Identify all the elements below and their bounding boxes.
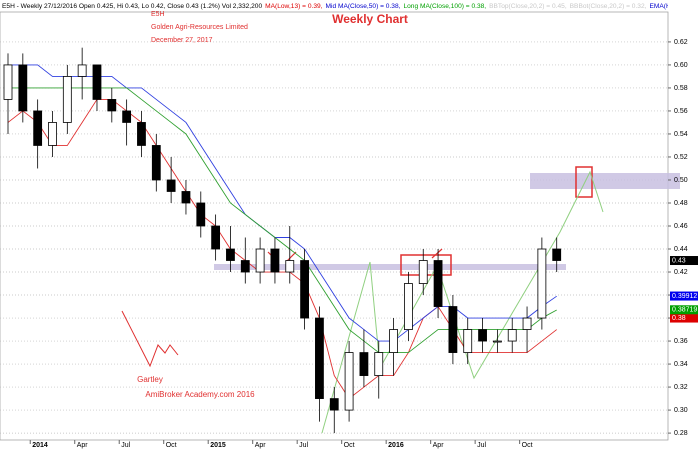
header-item: EMA(High,34) = 0.40, xyxy=(649,3,668,10)
candle-body xyxy=(107,99,117,112)
last-value-tag xyxy=(670,305,698,315)
last-value-label: 0.38 xyxy=(672,315,686,322)
candle-body xyxy=(62,76,72,123)
header-item: BBTop(Close,20,2) = 0.45, xyxy=(489,3,567,10)
arrow xyxy=(431,248,443,259)
y-tick-label: 0.36 xyxy=(674,338,688,345)
y-tick-label: 0.34 xyxy=(674,361,688,368)
last-value-label: 0.39912 xyxy=(672,293,697,300)
candle-body xyxy=(77,64,87,77)
header-item: BBBot(Close,20,2) = 0.32, xyxy=(569,3,647,10)
y-tick-label: 0.44 xyxy=(674,246,688,253)
candle-body xyxy=(389,329,398,353)
last-value-label: 0.43 xyxy=(672,257,686,264)
y-tick-label: 0.62 xyxy=(674,39,688,46)
candle-body xyxy=(137,122,146,146)
last-value-label: 0.38719 xyxy=(672,307,697,314)
y-tick-label: 0.54 xyxy=(674,131,688,138)
pattern-line xyxy=(321,170,604,434)
last-value-tag xyxy=(670,313,698,323)
x-tick-label: Apr xyxy=(433,442,445,449)
candle-body xyxy=(463,329,473,353)
candle-body xyxy=(255,248,265,273)
gartley-sketch xyxy=(121,310,179,368)
last-value-tag xyxy=(670,256,698,266)
x-tick-label: Jul xyxy=(299,442,308,449)
candle-body xyxy=(344,352,354,411)
candle-body xyxy=(522,317,532,330)
y-tick-label: 0.30 xyxy=(674,407,688,414)
x-tick-label: Apr xyxy=(77,442,89,449)
y-tick-label: 0.48 xyxy=(674,200,688,207)
header-item: E5H - Weekly 27/12/2016 Open 0.425, Hi 0… xyxy=(2,3,263,10)
candle-body xyxy=(226,248,235,261)
candle-body xyxy=(448,306,458,353)
candle-body xyxy=(537,248,547,319)
y-tick-label: 0.56 xyxy=(674,108,688,115)
chart-title: Weekly Chart xyxy=(332,12,408,26)
candle-body xyxy=(33,110,43,146)
candle-body xyxy=(433,260,443,307)
candle-body xyxy=(329,398,339,411)
plot xyxy=(3,47,562,434)
y-tick-label: 0.60 xyxy=(674,62,688,69)
x-tick-label: Oct xyxy=(522,442,533,449)
x-tick-label: Jul xyxy=(121,442,130,449)
highlight-box xyxy=(575,166,593,198)
y-tick-label: 0.32 xyxy=(674,384,688,391)
x-tick-label: Oct xyxy=(344,442,355,449)
x-tick-label: Jul xyxy=(477,442,486,449)
candle-body xyxy=(374,352,384,376)
candle-body xyxy=(18,64,28,112)
candle-body xyxy=(3,64,13,100)
y-tick-label: 0.50 xyxy=(674,177,688,184)
y-tick-label: 0.46 xyxy=(674,223,688,230)
candle-body xyxy=(92,64,102,100)
header-item: Long MA(Close,100) = 0.38, xyxy=(403,3,487,10)
candle-body xyxy=(552,248,562,261)
last-value-tag xyxy=(670,291,698,301)
y-tick-label: 0.52 xyxy=(674,154,688,161)
candle-body xyxy=(285,260,295,273)
candle-body xyxy=(211,225,221,250)
y-tick-label: 0.42 xyxy=(674,269,688,276)
x-tick-label: Oct xyxy=(166,442,177,449)
y-tick-label: 0.58 xyxy=(674,85,688,92)
candle-body xyxy=(270,248,280,273)
candle-body xyxy=(300,260,310,319)
y-tick-label: 0.28 xyxy=(674,430,688,437)
resistance-zone xyxy=(530,173,680,189)
x-tick-label: 2014 xyxy=(32,442,48,449)
candle-body xyxy=(48,122,57,146)
candle-body xyxy=(166,179,176,192)
x-tick-label: 2016 xyxy=(388,442,404,449)
candle-body xyxy=(181,191,191,204)
header-item: Mid MA(Close,50) = 0.38, xyxy=(325,3,401,10)
candle-body xyxy=(196,202,206,227)
header-item: MA(Low,13) = 0.39, xyxy=(265,3,323,10)
candle-body xyxy=(151,145,161,181)
candle-body xyxy=(315,317,324,399)
x-tick-label: Apr xyxy=(255,442,267,449)
symbol: E5H xyxy=(151,11,165,18)
candle-body xyxy=(418,260,428,284)
pattern-label: Gartley xyxy=(137,375,163,384)
x-tick-label: 2015 xyxy=(210,442,226,449)
candle-body xyxy=(359,352,369,376)
candle-body xyxy=(404,283,413,330)
candle-body xyxy=(122,110,132,123)
header: E5H - Weekly 27/12/2016 Open 0.425, Hi 0… xyxy=(2,1,668,12)
company: Golden Agri-Resources Limited xyxy=(151,24,248,31)
candle-body xyxy=(492,340,502,343)
date-note: December 27, 2017 xyxy=(151,37,213,44)
watermark: AmiBroker Academy.com 2016 xyxy=(145,390,255,399)
ma-line xyxy=(8,87,557,354)
support-zone xyxy=(214,264,566,270)
candle-body xyxy=(507,329,517,342)
candle-body xyxy=(240,260,250,273)
candle-body xyxy=(478,329,487,342)
